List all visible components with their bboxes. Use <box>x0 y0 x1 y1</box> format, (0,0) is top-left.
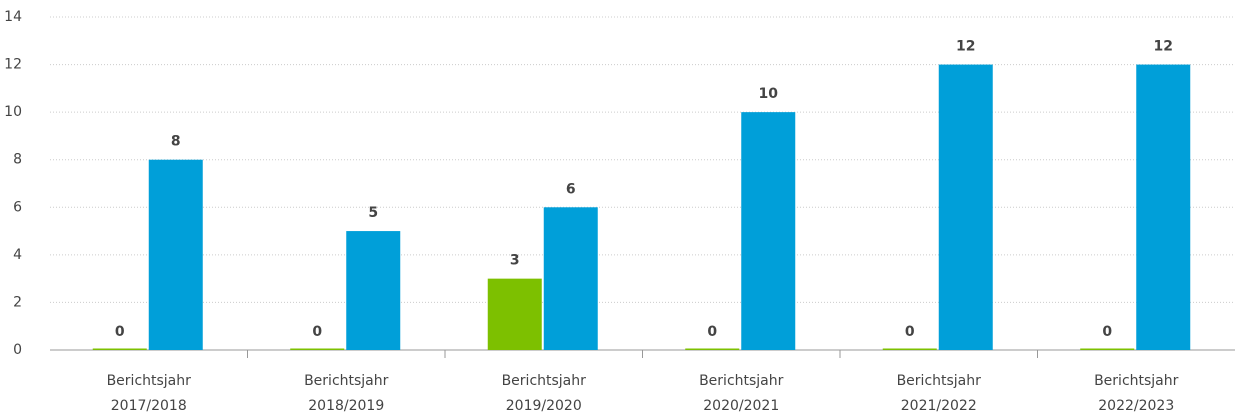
x-tick-label: 2020/2021 <box>703 398 779 414</box>
bar <box>487 278 542 350</box>
value-label: 12 <box>956 39 975 55</box>
x-tick-label: 2019/2020 <box>506 398 582 414</box>
value-label: 0 <box>312 324 322 340</box>
x-tick-label: 2017/2018 <box>111 398 187 414</box>
x-tick-label: 2021/2022 <box>901 398 977 414</box>
x-tick-label: Berichtsjahr <box>304 373 389 389</box>
y-tick-label: 0 <box>13 342 22 358</box>
value-label: 0 <box>1102 324 1112 340</box>
y-tick-label: 14 <box>4 9 22 25</box>
bar <box>938 64 993 351</box>
bar <box>148 159 203 350</box>
x-tick-label: Berichtsjahr <box>1094 373 1179 389</box>
bar <box>1080 348 1135 350</box>
value-label: 0 <box>707 324 717 340</box>
x-tick-label: Berichtsjahr <box>699 373 784 389</box>
y-tick-label: 10 <box>4 104 22 120</box>
bar <box>685 348 740 350</box>
value-label: 0 <box>905 324 915 340</box>
value-label: 3 <box>510 253 520 269</box>
value-label: 6 <box>566 181 576 197</box>
value-label: 0 <box>115 324 125 340</box>
x-tick-label: 2018/2019 <box>308 398 384 414</box>
bar <box>92 348 147 350</box>
y-tick-label: 2 <box>13 294 22 310</box>
x-tick-label: Berichtsjahr <box>107 373 192 389</box>
bar <box>1136 64 1191 351</box>
y-tick-label: 12 <box>4 57 22 73</box>
bar <box>882 348 937 350</box>
y-tick-label: 6 <box>13 199 22 215</box>
bar <box>346 231 401 350</box>
y-tick-label: 8 <box>13 152 22 168</box>
bar <box>741 112 796 351</box>
bar <box>543 207 598 350</box>
value-label: 10 <box>759 86 779 102</box>
value-label: 8 <box>171 134 181 150</box>
value-label: 12 <box>1154 39 1173 55</box>
x-tick-label: Berichtsjahr <box>502 373 587 389</box>
x-tick-label: Berichtsjahr <box>897 373 982 389</box>
x-tick-label: 2022/2023 <box>1098 398 1174 414</box>
bar <box>290 348 345 350</box>
value-label: 5 <box>368 205 378 221</box>
y-tick-label: 4 <box>13 247 22 263</box>
